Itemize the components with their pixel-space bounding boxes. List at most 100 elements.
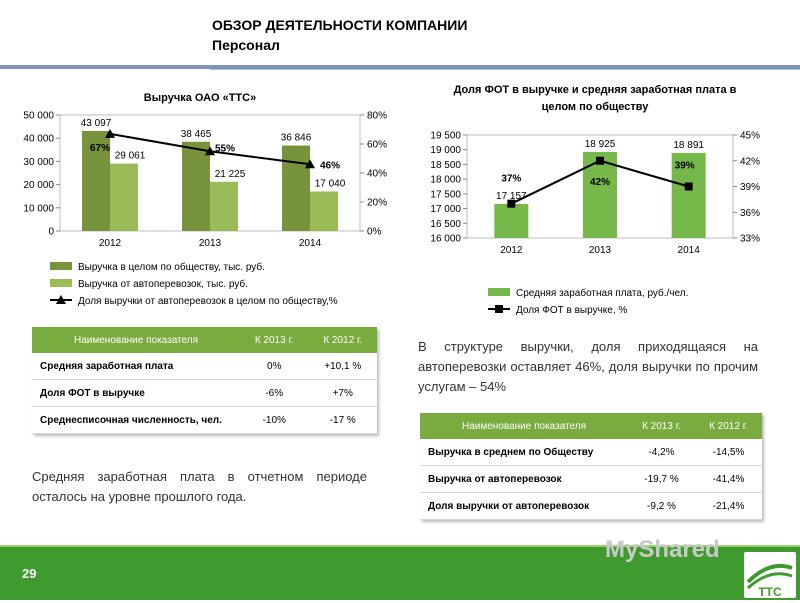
bar-data-label: 17 157 [496,191,527,202]
line-data-label: 42% [590,177,610,188]
company-logo: ТТС [744,552,796,599]
bar [210,181,238,231]
bar [310,191,338,231]
line-data-label: 39% [675,161,695,172]
y2-tick-label: 80% [367,111,387,122]
x-tick-label: 2014 [678,245,701,256]
y2-tick-label: 42% [740,156,760,167]
bar [182,141,210,231]
row-name: Средняя заработная плата [32,353,240,380]
row-value-2013: -6% [240,379,309,407]
y2-tick-label: 0% [367,227,382,238]
y-tick-label: 30 000 [23,157,54,168]
bar [282,145,310,231]
legend-marker [495,305,503,313]
legend-label: Выручка от автоперевозок, тыс. руб. [78,278,248,290]
row-value-2013: -10% [240,406,309,434]
bar [110,163,138,231]
bar-data-label: 36 846 [281,133,312,144]
table-row: Доля выручки от автоперевозок -9,2 % -21… [420,492,762,520]
salary-text: Средняя заработная плата в отчетном пери… [32,469,367,504]
legend-marker [56,295,66,304]
bar [494,203,529,238]
row-value-2012: -14,5% [695,439,762,466]
bar-data-label: 18 891 [673,140,704,151]
y-tick-label: 16 000 [430,234,461,245]
table-row: Выручка от автоперевозок -19,7 % -41,4% [420,465,762,493]
y2-tick-label: 40% [367,169,387,180]
chart-title: Доля ФОТ в выручке и средняя заработная … [454,84,737,96]
table-revenue-indicators: Наименование показателя К 2013 г. К 2012… [420,413,762,520]
footer-stripe [0,545,800,548]
line-data-label: 37% [501,174,521,185]
legend-label: Доля выручки от автоперевозок в целом по… [78,295,338,307]
y-tick-label: 50 000 [23,111,54,122]
table-personnel-indicators: Наименование показателя К 2013 г. К 2012… [32,327,377,434]
line-data-label: 67% [90,143,110,154]
line-point [305,159,315,169]
bar-data-label: 17 040 [315,178,346,189]
row-value-2013: -9,2 % [628,492,695,520]
row-name: Доля ФОТ в выручке [32,379,240,407]
line-point [205,146,215,156]
payroll-chart: Доля ФОТ в выручке и средняя заработная … [430,84,760,316]
bar-data-label: 21 225 [215,169,246,180]
x-tick-label: 2013 [199,238,222,249]
row-value-2012: -41,4% [695,465,762,493]
row-value-2012: +7% [308,379,377,407]
y-tick-label: 16 500 [430,219,461,230]
y2-tick-label: 20% [367,198,387,209]
y-tick-label: 40 000 [23,134,54,145]
page-subtitle: Персонал [212,37,280,53]
legend-swatch [50,262,72,270]
legend-label: Доля ФОТ в выручке, % [516,305,627,316]
x-tick-label: 2013 [589,245,612,256]
row-value-2013: 0% [240,353,309,380]
bar-data-label: 29 061 [115,151,146,162]
line-point [105,128,115,138]
logo-icon: ТТС [746,563,793,599]
y2-tick-label: 39% [740,182,760,193]
legend-swatch [50,279,72,287]
line-point [507,199,516,208]
row-value-2013: -19,7 % [628,465,695,493]
header-divider-thin [210,69,800,70]
bar [671,152,706,238]
legend-label: Средняя заработная плата, руб./чел. [516,287,688,299]
table-header-name: Наименование показателя [32,327,240,353]
x-tick-label: 2014 [299,238,322,249]
y-tick-label: 19 000 [430,145,461,156]
row-value-2012: +10,1 % [308,353,377,380]
watermark: MyShared [605,536,720,563]
row-name: Выручка от автоперевозок [420,465,628,493]
table-row: Доля ФОТ в выручке -6% +7% [32,379,377,407]
legend-label: Выручка в целом по обществу, тыс. руб. [78,261,265,273]
y-tick-label: 18 000 [430,175,461,186]
y-tick-label: 0 [48,227,54,238]
bar [82,131,110,231]
bar-data-label: 43 097 [81,118,112,129]
table-header-2012: К 2012 г. [695,413,762,439]
chart-title: Выручка ОАО «ТТС» [144,92,256,104]
row-value-2012: -21,4% [695,492,762,520]
y2-tick-label: 33% [740,234,760,245]
table-header-name: Наименование показателя [420,413,628,439]
chart-title: целом по обществу [542,101,650,113]
y-tick-label: 19 500 [430,131,461,142]
y-tick-label: 10 000 [23,203,54,214]
row-value-2013: -4,2% [628,439,695,466]
revenue-chart: Выручка ОАО «ТТС» 0 10 000 20 000 30 000 40 0… [23,92,387,307]
row-name: Выручка в среднем по Обществу [420,439,628,466]
bar-data-label: 38 465 [181,129,212,140]
table-row: Среднесписочная численность, чел. -10% -… [32,406,377,434]
table-header-2013: К 2013 г. [240,327,309,353]
legend-swatch [488,288,510,296]
table-header-2012: К 2012 г. [308,327,377,353]
y2-tick-label: 36% [740,208,760,219]
y2-tick-label: 60% [367,140,387,151]
logo-text: ТТС [758,585,782,598]
y-tick-label: 17 000 [430,204,461,215]
table-header-2013: К 2013 г. [628,413,695,439]
line-point [596,156,604,165]
page-title: ОБЗОР ДЕЯТЕЛЬНОСТИ КОМПАНИИ [212,17,468,33]
